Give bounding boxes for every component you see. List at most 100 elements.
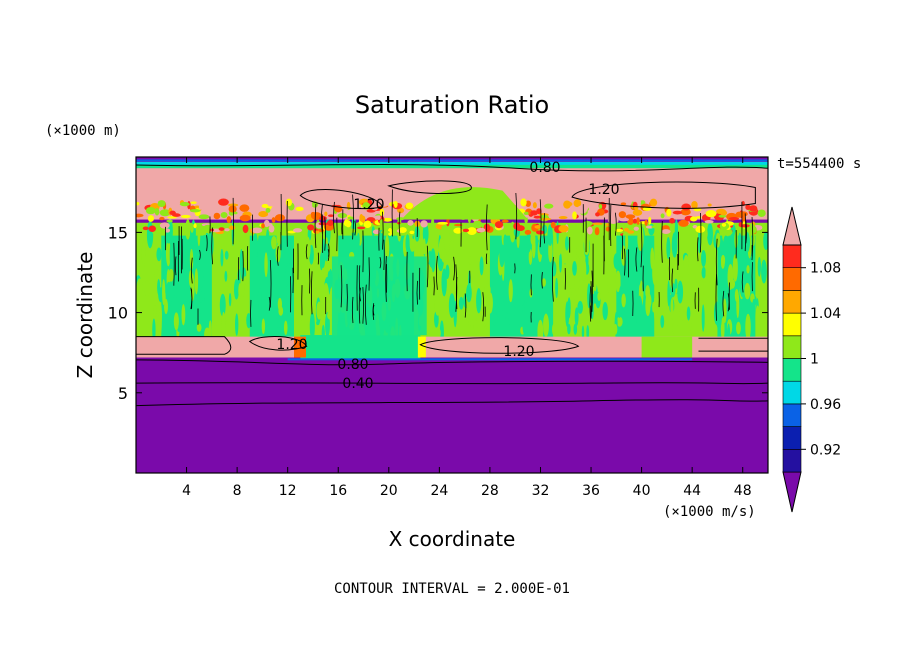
field-speckle xyxy=(734,288,739,302)
field-transition-cell xyxy=(532,202,537,209)
x-tick-label: 40 xyxy=(633,483,651,499)
field-speckle xyxy=(541,278,546,287)
contour-line xyxy=(715,274,717,321)
field-top-band xyxy=(136,164,768,169)
field-speckle xyxy=(441,248,447,263)
field-speckle xyxy=(682,291,687,312)
field-transition-cell xyxy=(371,204,378,211)
field-transition-cell xyxy=(666,208,672,217)
field-speckle xyxy=(196,255,201,265)
field-speckle xyxy=(645,285,650,299)
field-speckle xyxy=(722,298,727,324)
contour-line xyxy=(136,164,768,172)
field-lower-gap xyxy=(300,335,421,360)
field-transition-cell xyxy=(318,222,328,226)
time-label: t=554400 s xyxy=(777,156,861,172)
field-transition-cell xyxy=(520,198,527,207)
contour-line xyxy=(624,248,626,276)
field-transition-cell xyxy=(251,227,263,234)
field-transition-cell xyxy=(271,217,276,223)
field-speckle xyxy=(701,266,706,279)
field-speckle xyxy=(468,255,472,265)
field-speckle xyxy=(729,237,734,248)
x-tick-label: 8 xyxy=(233,483,242,499)
colorbar: 0.92 0.96 1 1.04 1.08 xyxy=(782,206,841,513)
x-tick-label: 16 xyxy=(329,483,347,499)
field-transition-cell xyxy=(605,226,611,232)
field-speckle xyxy=(434,295,441,316)
field-speckle xyxy=(238,283,242,299)
field-speckle xyxy=(506,257,513,276)
contour-line xyxy=(136,359,768,366)
contour-line xyxy=(136,399,768,407)
field-speckle xyxy=(593,270,597,292)
field-speckle xyxy=(517,266,524,293)
contour-labels: 0.80 1.20 1.20 1.20 0.80 0.40 1.20 xyxy=(276,160,619,392)
field-speckle xyxy=(739,272,746,298)
field-speckle xyxy=(657,232,661,261)
field-speckle xyxy=(513,306,517,316)
field-speckle xyxy=(761,259,767,284)
field-transition-cell xyxy=(218,227,225,231)
field-speckle xyxy=(224,270,228,282)
field-speckle xyxy=(164,298,168,315)
field-speckle xyxy=(755,305,760,331)
field-speckle xyxy=(499,245,505,268)
field-speckle xyxy=(473,320,478,335)
field-speckle xyxy=(199,269,204,288)
contour-line xyxy=(311,271,313,315)
field-speckle xyxy=(652,259,658,286)
field-transition-cell xyxy=(648,216,652,225)
field-speckle xyxy=(194,268,199,295)
contour-label: 1.20 xyxy=(353,197,384,213)
field-top-band xyxy=(136,161,768,165)
field-speckle xyxy=(583,229,588,239)
field-transition-cell xyxy=(660,213,665,219)
field-transition-cell xyxy=(651,225,658,229)
field-transition-cell xyxy=(494,221,504,229)
colorbar-label: 1 xyxy=(810,352,819,368)
field-speckle xyxy=(518,294,525,307)
field-transition-cell xyxy=(644,219,648,226)
field-speckle xyxy=(686,306,691,321)
field-speckle xyxy=(720,254,726,266)
field-transition-cell xyxy=(224,228,230,232)
contour-line xyxy=(640,221,643,268)
field-speckle xyxy=(283,296,288,313)
field-speckle xyxy=(743,257,747,276)
field-transition-cell xyxy=(398,227,407,233)
field-transition-cell xyxy=(740,224,750,228)
field-speckle xyxy=(657,286,664,313)
field-speckle xyxy=(252,233,258,258)
field-transition-cell xyxy=(722,228,733,236)
field-transition-cell xyxy=(285,198,293,207)
contour-line xyxy=(354,220,357,236)
contour-label: 0.80 xyxy=(529,160,560,176)
field-speckle xyxy=(678,236,682,254)
field-transition-cell xyxy=(167,216,177,219)
field-speckle xyxy=(579,252,583,264)
field-transition-cell xyxy=(218,198,229,206)
field-speckle xyxy=(207,231,214,258)
contour-line xyxy=(327,249,330,261)
field-speckle xyxy=(701,249,707,268)
field-speckle xyxy=(265,229,270,254)
field-transition-cell xyxy=(147,215,155,222)
field-transition-cell xyxy=(376,215,381,220)
field-speckle xyxy=(572,261,577,276)
field-speckle xyxy=(628,238,636,254)
field-speckle xyxy=(653,294,658,322)
field-speckle xyxy=(144,280,150,298)
contour-line xyxy=(436,255,438,290)
field-speckle xyxy=(546,279,553,302)
field-speckle xyxy=(756,283,760,301)
field-speckle xyxy=(526,232,532,253)
field-speckle xyxy=(219,293,226,317)
field-transition-cell xyxy=(739,211,748,217)
field-speckle xyxy=(283,320,288,335)
field-speckle xyxy=(567,323,571,335)
y-tick-label: 15 xyxy=(108,223,128,242)
field-speckle xyxy=(672,321,678,335)
x-unit-label: (×1000 m/s) xyxy=(663,504,756,520)
field-transition-cell xyxy=(695,216,702,219)
